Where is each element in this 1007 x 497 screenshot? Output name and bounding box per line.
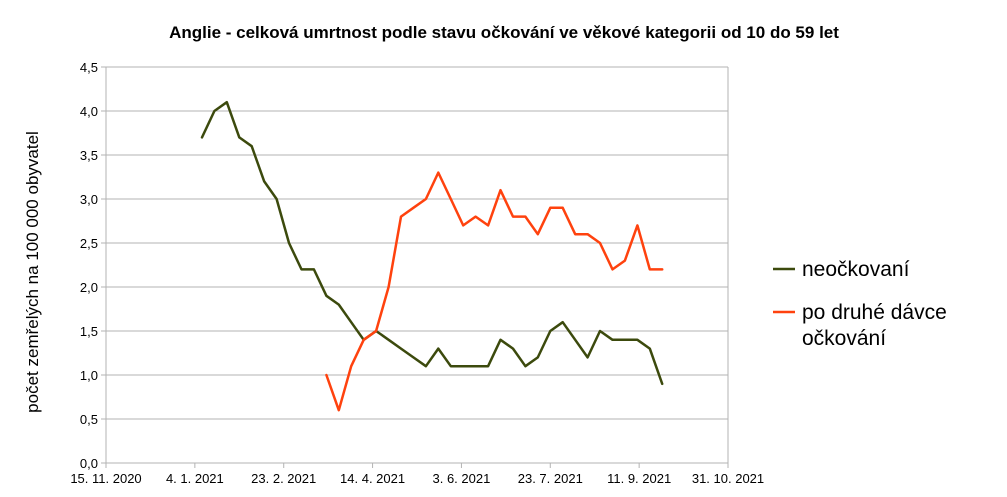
- legend-label-2: po druhé dávce: [802, 301, 947, 324]
- y-tick-label: 3,5: [80, 148, 98, 163]
- x-tick-label: 4. 1. 2021: [166, 471, 224, 486]
- y-tick-label: 3,0: [80, 192, 98, 207]
- chart-title: Anglie - celková umrtnost podle stavu oč…: [169, 23, 839, 42]
- x-tick-label: 14. 4. 2021: [340, 471, 405, 486]
- y-axis-ticks: 0,0 0,5 1,0 1,5 2,0 2,5 3,0 3,5 4,0 4,5: [80, 60, 106, 471]
- y-tick-label: 2,0: [80, 280, 98, 295]
- x-tick-label: 3. 6. 2021: [433, 471, 491, 486]
- y-tick-label: 1,0: [80, 368, 98, 383]
- series-line-2: [325, 171, 664, 412]
- legend: neočkovaní po druhé dávce očkování: [773, 258, 947, 350]
- series-line-1: [200, 100, 664, 386]
- y-tick-label: 0,5: [80, 412, 98, 427]
- legend-label-1: neočkovaní: [802, 258, 910, 281]
- gridlines: [105, 66, 729, 464]
- legend-label-2: očkování: [802, 327, 886, 350]
- x-tick-label: 11. 9. 2021: [607, 471, 671, 486]
- x-tick-label: 15. 11. 2020: [70, 471, 141, 486]
- x-tick-label: 23. 7. 2021: [518, 471, 583, 486]
- series-lines: [200, 100, 664, 412]
- y-tick-label: 4,0: [80, 104, 98, 119]
- y-tick-label: 0,0: [80, 456, 98, 471]
- x-axis-ticks: 15. 11. 2020 4. 1. 2021 23. 2. 2021 14. 4. …: [70, 463, 764, 486]
- x-tick-label: 31. 10. 2021: [692, 471, 764, 486]
- y-tick-label: 1,5: [80, 324, 98, 339]
- y-tick-label: 2,5: [80, 236, 98, 251]
- y-tick-label: 4,5: [80, 60, 98, 75]
- y-axis-label: počet zemřelých na 100 000 obyvatel: [23, 131, 42, 413]
- x-tick-label: 23. 2. 2021: [251, 471, 316, 486]
